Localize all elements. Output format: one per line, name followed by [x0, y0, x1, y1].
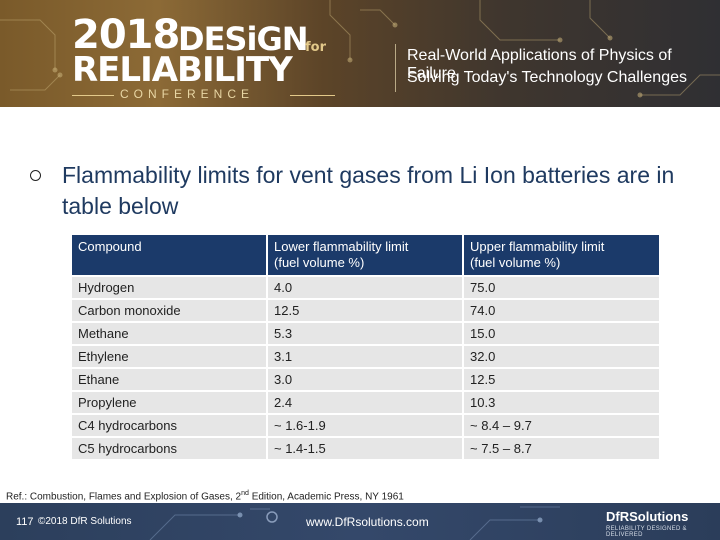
- table-row: Ethane 3.0 12.5: [70, 367, 661, 392]
- logo-rule-right: [290, 95, 335, 96]
- table-row: C5 hydrocarbons ~ 1.4-1.5 ~ 7.5 – 8.7: [70, 436, 661, 461]
- cell-compound: Propylene: [70, 390, 268, 415]
- cell-lower: 3.1: [266, 344, 464, 369]
- cell-compound: Hydrogen: [70, 275, 268, 300]
- cell-compound: Methane: [70, 321, 268, 346]
- cell-lower: 2.4: [266, 390, 464, 415]
- page-number: 117: [16, 516, 34, 528]
- cell-upper: 12.5: [462, 367, 661, 392]
- circuit-decoration: [0, 0, 720, 98]
- cell-lower: 4.0: [266, 275, 464, 300]
- reference-citation: Ref.: Combustion, Flames and Explosion o…: [6, 490, 404, 502]
- slide-footer: 117 ©2018 DfR Solutions www.DfRsolutions…: [0, 503, 720, 540]
- tagline-line-2: Solving Today's Technology Challenges: [407, 69, 687, 86]
- cell-lower: 5.3: [266, 321, 464, 346]
- header-upper-limit: Upper flammability limit (fuel volume %): [462, 233, 661, 277]
- logo-reliability: RELIABILITY: [72, 50, 293, 90]
- cell-compound: C4 hydrocarbons: [70, 413, 268, 438]
- table-row: Hydrogen 4.0 75.0: [70, 275, 661, 300]
- footer-copyright: ©2018 DfR Solutions: [38, 516, 132, 527]
- header-lower-unit: (fuel volume %): [274, 255, 365, 270]
- cell-compound: Ethylene: [70, 344, 268, 369]
- cell-compound: Carbon monoxide: [70, 298, 268, 323]
- cell-compound: C5 hydrocarbons: [70, 436, 268, 461]
- cell-upper: ~ 7.5 – 8.7: [462, 436, 661, 461]
- table-row: C4 hydrocarbons ~ 1.6-1.9 ~ 8.4 – 9.7: [70, 413, 661, 438]
- table-row: Ethylene 3.1 32.0: [70, 344, 661, 369]
- table-header-row: Compound Lower flammability limit (fuel …: [70, 233, 661, 277]
- cell-lower: ~ 1.6-1.9: [266, 413, 464, 438]
- table-row: Carbon monoxide 12.5 74.0: [70, 298, 661, 323]
- logo-for: for: [305, 40, 326, 55]
- logo-design: DESiGN: [178, 20, 308, 58]
- bullet-circle-icon: [30, 170, 41, 181]
- reference-prefix: Ref.: Combustion, Flames and Explosion o…: [6, 491, 242, 503]
- cell-lower: ~ 1.4-1.5: [266, 436, 464, 461]
- cell-compound: Ethane: [70, 367, 268, 392]
- footer-url: www.DfRsolutions.com: [306, 515, 429, 529]
- table-row: Propylene 2.4 10.3: [70, 390, 661, 415]
- logo-conference: CONFERENCE: [120, 87, 255, 101]
- header-compound-label: Compound: [78, 239, 142, 254]
- slide-heading: Flammability limits for vent gases from …: [62, 162, 675, 219]
- cell-upper: 10.3: [462, 390, 661, 415]
- footer-brand-logo: DfRSolutions: [606, 509, 689, 524]
- footer-brand-tagline: RELIABILITY DESIGNED & DELIVERED: [606, 526, 687, 538]
- cell-upper: ~ 8.4 – 9.7: [462, 413, 661, 438]
- header-compound: Compound: [70, 233, 268, 277]
- cell-lower: 12.5: [266, 298, 464, 323]
- tagline-line-1: Real-World Applications of Physics of Fa…: [407, 47, 672, 82]
- cell-upper: 74.0: [462, 298, 661, 323]
- header-upper-unit: (fuel volume %): [470, 255, 561, 270]
- cell-upper: 15.0: [462, 321, 661, 346]
- cell-lower: 3.0: [266, 367, 464, 392]
- cell-upper: 75.0: [462, 275, 661, 300]
- reference-superscript: nd: [241, 490, 249, 497]
- header-lower-label: Lower flammability limit: [274, 239, 409, 254]
- flammability-table: Compound Lower flammability limit (fuel …: [70, 233, 661, 461]
- header-upper-label: Upper flammability limit: [470, 239, 605, 254]
- banner-divider: [395, 44, 396, 92]
- logo-year: 2018: [72, 12, 180, 58]
- reference-suffix: Edition, Academic Press, NY 1961: [248, 491, 404, 503]
- cell-upper: 32.0: [462, 344, 661, 369]
- table-row: Methane 5.3 15.0: [70, 321, 661, 346]
- header-lower-limit: Lower flammability limit (fuel volume %): [266, 233, 464, 277]
- conference-banner: 2018 DESiGN for RELIABILITY CONFERENCE R…: [0, 0, 720, 107]
- logo-rule-left: [72, 95, 114, 96]
- footer-circuit-decoration: [149, 506, 560, 540]
